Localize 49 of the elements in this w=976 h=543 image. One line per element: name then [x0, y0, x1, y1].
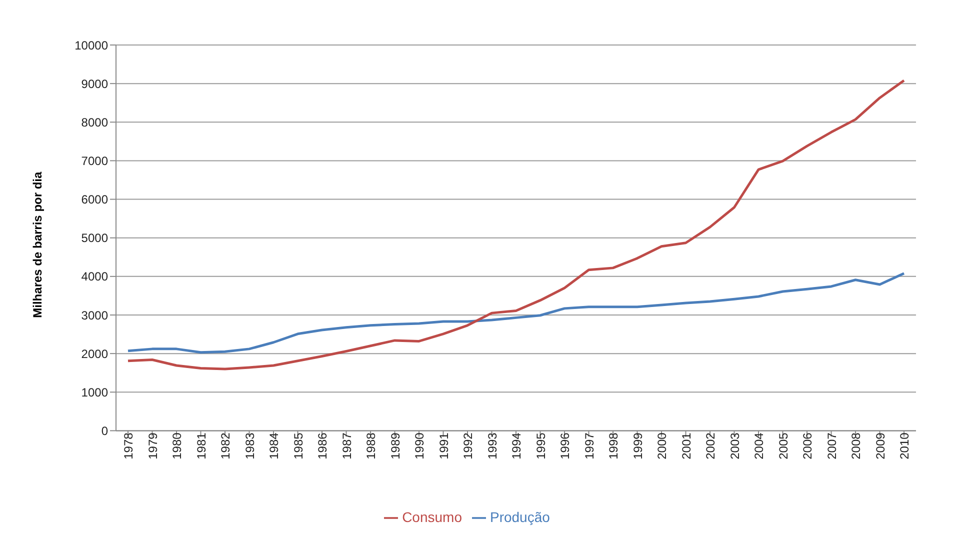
- x-tick-label: 1986: [316, 432, 330, 460]
- x-tick-label: 1978: [122, 432, 136, 460]
- x-tick-label: 1987: [340, 432, 354, 460]
- x-tick-label: 1981: [194, 432, 208, 460]
- x-tick-label: 1995: [534, 432, 548, 460]
- x-tick-label: 1996: [558, 432, 572, 460]
- x-tick-label: 1988: [364, 432, 378, 460]
- x-tick-label: 1993: [485, 432, 500, 460]
- x-tick-label: 1999: [630, 432, 645, 460]
- line-series: [126, 272, 906, 354]
- y-tick-label: 0: [101, 424, 108, 438]
- x-tick-label: 1991: [436, 432, 451, 460]
- x-tick-label: 1992: [461, 432, 476, 460]
- y-tick-label: 3000: [81, 308, 108, 322]
- y-tick-label: 9000: [81, 76, 108, 91]
- y-tick-label: 7000: [81, 154, 108, 168]
- x-tick-label: 2001: [679, 432, 694, 460]
- x-tick-label: 1984: [267, 432, 282, 460]
- x-tick-label: 2007: [824, 432, 839, 460]
- x-tick-label: 2009: [873, 432, 888, 460]
- x-tick-label: 2006: [800, 432, 815, 460]
- x-tick-label: 1989: [388, 432, 402, 460]
- y-tick-label: 6000: [81, 192, 108, 207]
- x-tick-label: 1979: [146, 432, 160, 460]
- legend-label: Produção: [490, 508, 550, 525]
- y-tick-label: 5000: [81, 231, 108, 246]
- x-tick-label: 2000: [655, 432, 670, 460]
- x-tick-label: 1998: [606, 432, 621, 460]
- x-tick-label: 1994: [510, 432, 524, 460]
- x-tick-label: 1982: [218, 432, 233, 460]
- x-tick-label: 2010: [898, 432, 912, 460]
- x-tick-label: 1997: [582, 432, 596, 460]
- y-tick-label: 2000: [81, 346, 108, 361]
- line-series: [126, 79, 906, 370]
- x-tick-label: 1990: [412, 432, 427, 460]
- y-tick-label: 8000: [81, 115, 108, 130]
- x-tick-label: 2002: [704, 432, 718, 460]
- x-tick-label: 1983: [242, 432, 257, 460]
- x-tick-label: 1985: [291, 432, 306, 460]
- y-tick-label: 1000: [81, 385, 108, 400]
- y-tick-label: 10000: [74, 38, 108, 52]
- x-tick-label: 2008: [849, 432, 864, 460]
- x-tick-label: 2003: [728, 432, 742, 460]
- x-tick-label: 1980: [170, 432, 184, 460]
- legend-label: Consumo: [402, 508, 462, 525]
- x-tick-label: 2005: [776, 432, 790, 460]
- y-tick-label: 4000: [81, 270, 108, 284]
- y-axis-title: Milhares de barris por dia: [30, 171, 44, 318]
- x-tick-label: 2004: [752, 432, 766, 460]
